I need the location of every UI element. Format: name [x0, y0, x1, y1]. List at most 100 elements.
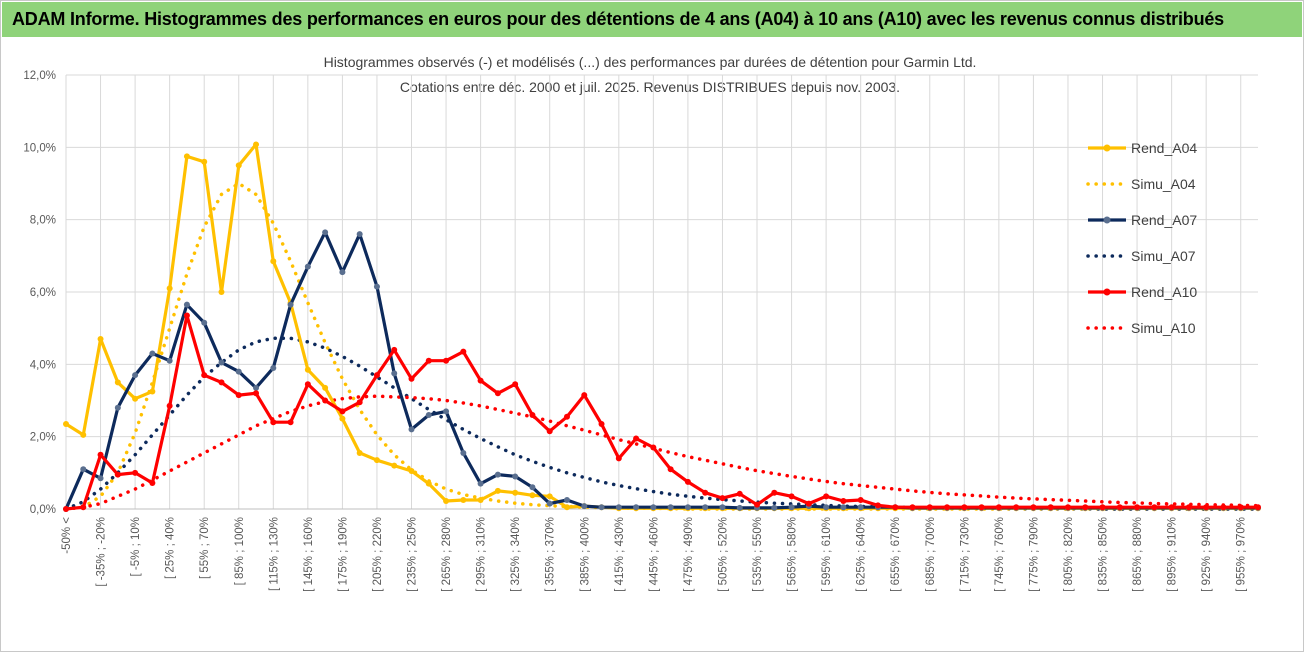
- data-point: [322, 397, 329, 404]
- data-point: [1134, 504, 1141, 511]
- data-point: [183, 153, 190, 160]
- series-layer: [63, 141, 1261, 512]
- x-tick-label: [ -35% ; -20%: [96, 517, 108, 587]
- x-tick-label: [ 55% ; 70%: [199, 517, 211, 579]
- data-point: [373, 283, 380, 290]
- data-point: [563, 496, 570, 503]
- data-point: [460, 449, 467, 456]
- data-point: [270, 258, 277, 265]
- x-tick-label: [ 865% ; 880%: [1132, 517, 1144, 592]
- data-point: [944, 504, 951, 511]
- x-tick-label: [ 895% ; 910%: [1167, 517, 1179, 592]
- data-point: [97, 475, 104, 482]
- data-point: [995, 504, 1002, 511]
- x-tick-label: [ 355% ; 370%: [545, 517, 557, 592]
- x-tick-label: [ 325% ; 340%: [510, 517, 522, 592]
- data-point: [391, 370, 398, 377]
- x-tick-label: [ 295% ; 310%: [476, 517, 488, 592]
- grid-lines: [65, 74, 1258, 510]
- series-Rend_A10: [63, 312, 1261, 512]
- data-point: [961, 504, 968, 511]
- x-tick-label: [ 445% ; 460%: [648, 517, 660, 592]
- data-point: [598, 504, 605, 511]
- legend-item-Simu_A10: Simu_A10: [1086, 320, 1196, 336]
- data-point: [460, 348, 467, 355]
- x-tick-label: [ 265% ; 280%: [441, 517, 453, 592]
- data-point: [788, 493, 795, 500]
- data-point: [304, 381, 311, 388]
- data-point: [512, 473, 519, 480]
- legend-label: Rend_A10: [1131, 284, 1197, 300]
- x-tick-label: [ 565% ; 580%: [787, 517, 799, 592]
- data-point: [425, 480, 432, 487]
- data-point: [1203, 504, 1210, 511]
- data-point: [1185, 504, 1192, 511]
- legend-label: Rend_A04: [1131, 140, 1197, 156]
- legend-marker: [1103, 144, 1111, 152]
- data-point: [823, 493, 830, 500]
- data-point: [823, 504, 830, 511]
- data-point: [235, 162, 242, 169]
- data-point: [80, 431, 87, 438]
- legend-label: Simu_A04: [1131, 176, 1196, 192]
- data-point: [63, 506, 69, 512]
- data-point: [978, 504, 985, 511]
- series-line: [65, 313, 1258, 511]
- data-point: [512, 381, 519, 388]
- chart-title: Histogrammes observés (-) et modélisés (…: [324, 54, 977, 70]
- x-tick-label: [ 805% ; 820%: [1063, 517, 1075, 592]
- data-point: [1030, 504, 1037, 511]
- data-point: [650, 504, 657, 511]
- x-tick-label: [ 745% ; 760%: [994, 517, 1006, 592]
- data-point: [926, 504, 933, 511]
- data-point: [253, 384, 260, 391]
- series-Rend_A07: [63, 229, 1261, 512]
- x-tick-label: [ 415% ; 430%: [614, 517, 626, 592]
- x-tick-label: [ 955% ; 970%: [1236, 517, 1248, 592]
- legend-marker: [1103, 216, 1111, 224]
- data-point: [494, 487, 501, 494]
- data-point: [771, 489, 778, 496]
- y-axis: 0,0% 2,0% 4,0% 6,0% 8,0% 10,0% 12,0%: [23, 70, 56, 516]
- x-tick-label: [ 25% ; 40%: [165, 517, 177, 579]
- data-point: [97, 451, 104, 458]
- x-tick-label: [ 145% ; 160%: [303, 517, 315, 592]
- data-point: [1237, 504, 1244, 511]
- legend-item-Simu_A04: Simu_A04: [1086, 176, 1196, 192]
- series-Simu_A10: [64, 394, 1260, 511]
- data-point: [546, 428, 553, 435]
- data-point: [218, 379, 225, 386]
- data-point: [581, 392, 588, 399]
- data-point: [149, 479, 156, 486]
- x-tick-label: [ 625% ; 640%: [856, 517, 868, 592]
- data-point: [667, 466, 674, 473]
- data-point: [183, 312, 190, 319]
- data-point: [183, 301, 190, 308]
- data-point: [287, 301, 294, 308]
- data-point: [391, 462, 398, 469]
- legend-label: Simu_A10: [1131, 320, 1196, 336]
- data-point: [201, 372, 208, 379]
- data-point: [270, 419, 277, 426]
- data-point: [771, 504, 778, 511]
- data-point: [684, 478, 691, 485]
- data-point: [736, 490, 743, 497]
- data-point: [253, 390, 260, 397]
- data-point: [805, 500, 812, 507]
- data-point: [443, 408, 450, 415]
- data-point: [857, 496, 864, 503]
- data-point: [667, 504, 674, 511]
- data-point: [443, 498, 450, 505]
- data-point: [1064, 504, 1071, 511]
- data-point: [684, 504, 691, 511]
- data-point: [373, 457, 380, 464]
- data-point: [546, 500, 553, 507]
- data-point: [114, 379, 121, 386]
- data-point: [477, 496, 484, 503]
- data-point: [1220, 504, 1227, 511]
- data-point: [149, 350, 156, 357]
- data-point: [132, 395, 139, 402]
- x-tick-label: [ 775% ; 790%: [1028, 517, 1040, 592]
- x-tick-label: [ 115% ; 130%: [268, 517, 280, 591]
- data-point: [391, 346, 398, 353]
